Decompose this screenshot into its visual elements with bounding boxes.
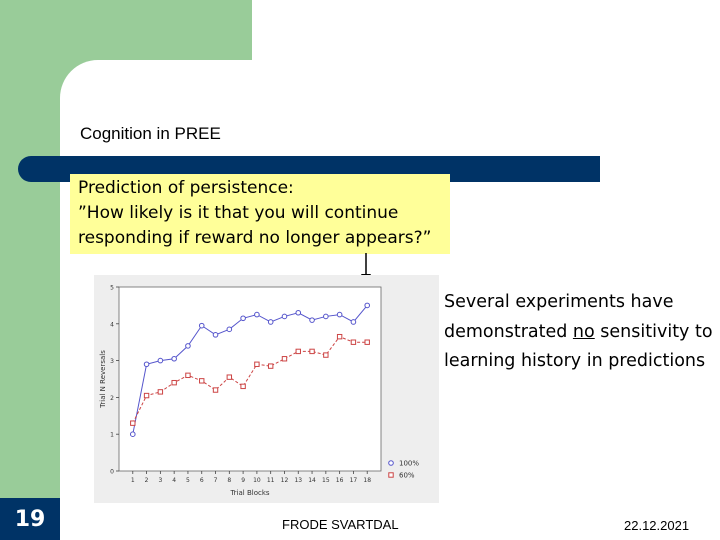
data-point bbox=[309, 317, 315, 323]
data-point bbox=[336, 311, 343, 318]
side-text: Several experiments have demonstrated no… bbox=[444, 288, 714, 377]
y-tick-label: 5 bbox=[110, 285, 114, 292]
x-tick-label: 4 bbox=[172, 477, 176, 484]
y-tick-label: 3 bbox=[110, 358, 114, 365]
y-tick-label: 0 bbox=[110, 469, 114, 476]
x-tick-label: 3 bbox=[158, 477, 162, 484]
x-axis-label: Trial Blocks bbox=[229, 489, 269, 497]
data-point bbox=[323, 313, 329, 320]
slide-title: Cognition in PREE bbox=[80, 124, 221, 143]
callout-line-2: ”How likely is it that you will continue bbox=[78, 203, 399, 223]
x-tick-label: 5 bbox=[186, 477, 190, 484]
data-point bbox=[281, 313, 288, 320]
x-tick-label: 16 bbox=[336, 477, 344, 484]
x-tick-label: 17 bbox=[350, 477, 358, 484]
y-tick-label: 1 bbox=[110, 432, 114, 439]
data-point bbox=[240, 383, 246, 390]
x-tick-label: 10 bbox=[253, 477, 261, 484]
data-point bbox=[185, 343, 191, 349]
x-tick-label: 13 bbox=[294, 477, 302, 484]
data-point bbox=[143, 392, 150, 399]
x-tick-label: 2 bbox=[145, 477, 149, 484]
data-point bbox=[295, 348, 301, 355]
data-point bbox=[364, 339, 370, 345]
footer-author: FRODE SVARTDAL bbox=[282, 517, 399, 532]
data-point bbox=[267, 319, 274, 325]
side-text-part-1: Several experiments have demonstrated bbox=[444, 292, 674, 342]
side-text-underlined: no bbox=[572, 321, 595, 342]
data-point bbox=[309, 348, 315, 355]
data-point bbox=[323, 352, 329, 358]
data-point bbox=[171, 379, 177, 386]
data-point bbox=[157, 389, 164, 395]
x-tick-label: 6 bbox=[200, 477, 204, 484]
callout-box: Prediction of persistence: ”How likely i… bbox=[70, 174, 450, 254]
data-point bbox=[350, 339, 357, 345]
x-tick-label: 18 bbox=[363, 477, 371, 484]
data-point bbox=[157, 357, 164, 364]
data-point bbox=[199, 378, 205, 384]
data-point bbox=[185, 372, 191, 379]
x-tick-label: 12 bbox=[281, 477, 289, 484]
data-point bbox=[129, 431, 136, 437]
legend-marker bbox=[388, 460, 394, 466]
data-point bbox=[254, 361, 260, 367]
data-point bbox=[240, 315, 246, 322]
y-axis-label: Trial N Reversals bbox=[99, 350, 107, 409]
data-point bbox=[364, 302, 371, 309]
data-point bbox=[226, 326, 233, 333]
series-line-1 bbox=[132, 336, 368, 424]
data-point bbox=[281, 356, 288, 362]
data-point bbox=[143, 361, 150, 368]
y-tick-label: 2 bbox=[110, 395, 114, 402]
data-point bbox=[212, 332, 219, 338]
callout-line-1: Prediction of persistence: bbox=[78, 178, 294, 198]
plot-area bbox=[118, 286, 382, 472]
x-tick-label: 11 bbox=[267, 477, 275, 484]
x-tick-label: 8 bbox=[227, 477, 231, 484]
side-text-part-2: sensitivity to learning history in predi… bbox=[444, 321, 713, 372]
data-point bbox=[336, 333, 343, 340]
data-point bbox=[254, 311, 260, 318]
footer-date: 22.12.2021 bbox=[624, 518, 690, 533]
legend-label: 60% bbox=[399, 472, 415, 480]
x-tick-label: 7 bbox=[214, 477, 218, 484]
x-tick-label: 14 bbox=[308, 477, 316, 484]
y-tick-label: 4 bbox=[110, 321, 114, 328]
page-number: 19 bbox=[0, 498, 60, 540]
x-tick-label: 15 bbox=[322, 477, 330, 484]
data-point bbox=[130, 420, 136, 426]
data-point bbox=[267, 363, 274, 369]
data-point bbox=[171, 355, 177, 362]
data-point bbox=[212, 387, 219, 393]
data-point bbox=[198, 322, 205, 329]
x-tick-label: 1 bbox=[131, 477, 135, 484]
callout-line-3: responding if reward no longer appears?” bbox=[78, 228, 432, 248]
legend-label: 100% bbox=[399, 460, 419, 468]
x-tick-label: 9 bbox=[241, 477, 245, 484]
data-point bbox=[295, 309, 302, 316]
data-point bbox=[226, 374, 233, 380]
legend-marker bbox=[388, 472, 394, 478]
data-point bbox=[350, 319, 357, 325]
